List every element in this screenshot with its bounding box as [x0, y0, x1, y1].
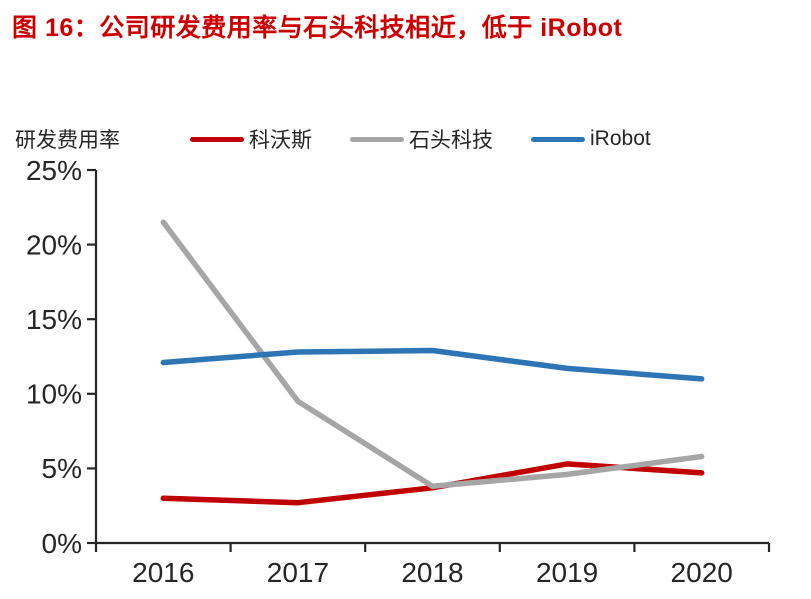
x-tick-label: 2017 — [267, 557, 329, 588]
legend: 科沃斯 石头科技 iRobot — [190, 124, 651, 154]
y-tick-label: 15% — [26, 304, 82, 335]
figure-title: 图 16：公司研发费用率与石头科技相近，低于 iRobot — [12, 14, 623, 42]
series-line-石头科技 — [160, 219, 705, 490]
x-tick-label: 2018 — [401, 557, 463, 588]
x-tick-label: 2016 — [132, 557, 194, 588]
legend-label-irobot: iRobot — [590, 127, 651, 150]
legend-swatch-blue-line — [531, 136, 585, 142]
x-tick-label: 2019 — [536, 557, 598, 588]
series-line-iRobot — [160, 347, 705, 382]
legend-label-kewosi: 科沃斯 — [249, 129, 312, 152]
y-tick-label: 5% — [42, 453, 82, 484]
y-tick-label: 25% — [26, 155, 82, 186]
y-tick-label: 10% — [26, 379, 82, 410]
y-tick-label: 0% — [42, 528, 82, 559]
legend-item-shitou-keji: 石头科技 — [350, 124, 493, 154]
legend-label-shitou-keji: 石头科技 — [409, 129, 493, 152]
legend-swatch-red-line — [190, 136, 244, 142]
plot-svg: 0% 5% 10% 15% 20% 25% 2016 2017 2018 2019 2020 — [26, 155, 771, 588]
chart-header: 研发费用率 科沃斯 石头科技 iRobot — [15, 124, 651, 154]
y-axis-title: 研发费用率 — [15, 129, 120, 152]
legend-item-irobot: iRobot — [531, 127, 651, 151]
x-tick-label: 2020 — [671, 557, 733, 588]
y-tick-label: 20% — [26, 229, 82, 260]
legend-swatch-gray-line — [350, 136, 404, 142]
legend-item-kewosi: 科沃斯 — [190, 124, 312, 154]
